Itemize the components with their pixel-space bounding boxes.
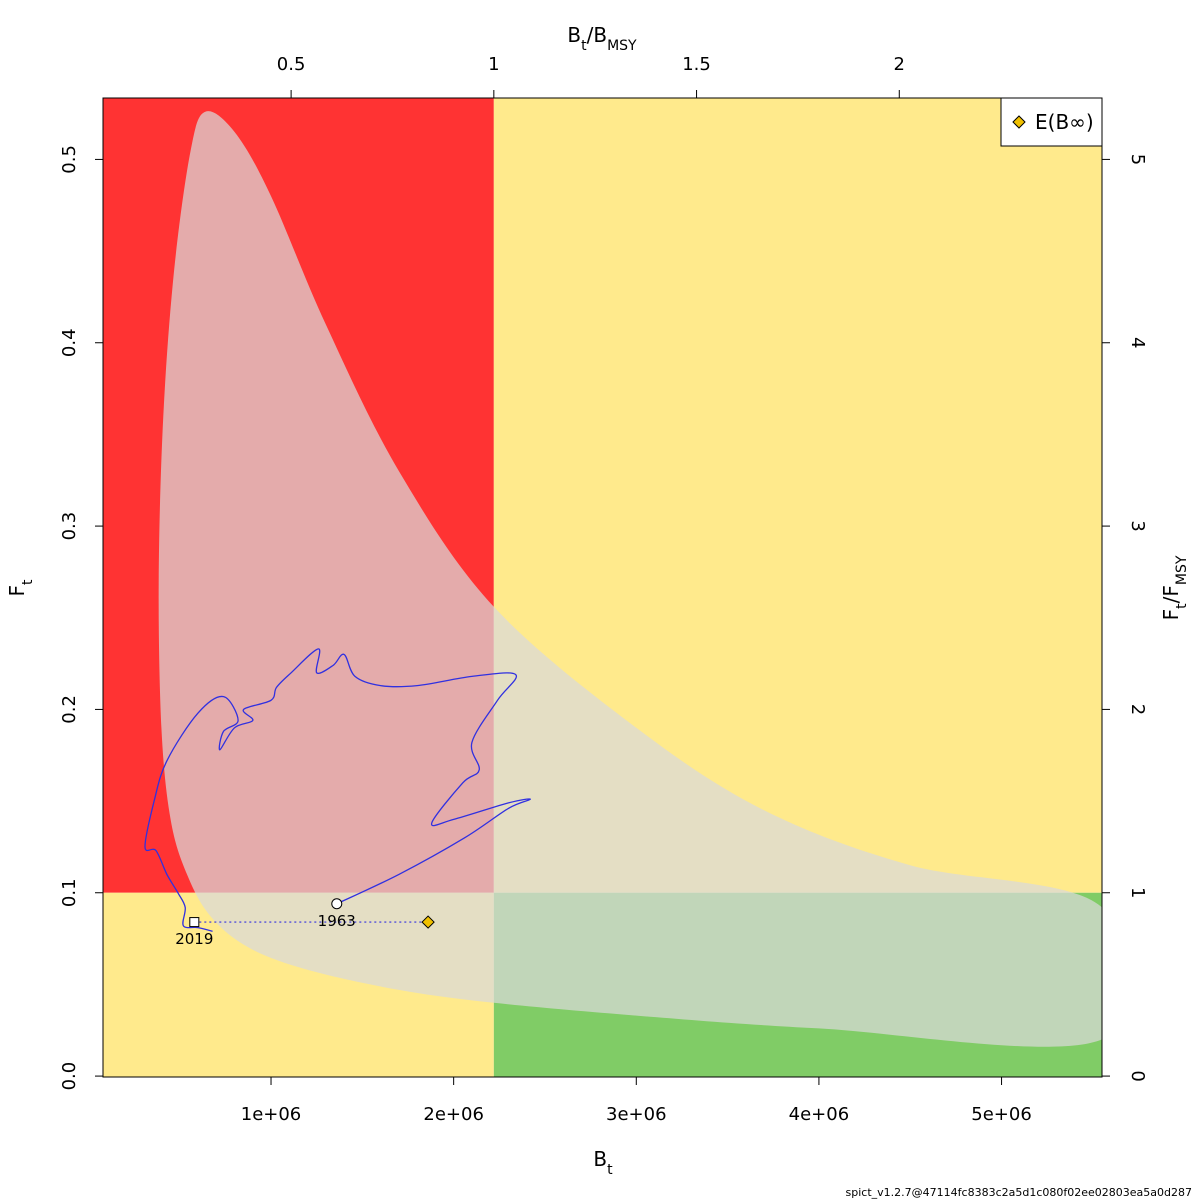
markers: 1963 2019 <box>175 898 435 948</box>
x-top-tick-label: 2 <box>894 54 905 75</box>
start-year-marker <box>331 898 343 910</box>
x-top-tick-label: 1 <box>488 54 499 75</box>
y-right-tick-label: 2 <box>1127 704 1148 715</box>
x-axis-top: 0.5 1 1.5 2 <box>277 54 905 98</box>
y-right-tick-label: 1 <box>1127 887 1148 898</box>
y-tick-label: 0.2 <box>59 695 80 724</box>
y-right-tick-label: 5 <box>1127 154 1148 165</box>
trajectory-layer <box>144 648 532 932</box>
y-right-axis-title: Ft/FMSY <box>1159 555 1190 620</box>
y-right-tick-label: 4 <box>1127 337 1148 348</box>
y-right-tick-label: 0 <box>1127 1070 1148 1081</box>
legend-label: E(B∞) <box>1035 110 1094 134</box>
start-year-label: 1963 <box>318 912 356 930</box>
version-footer: spict_v1.2.7@47114fc8383c2a5d1c080f02ee0… <box>846 1186 1192 1199</box>
end-year-label: 2019 <box>175 930 213 948</box>
x-tick-label: 4e+06 <box>789 1104 850 1125</box>
x-top-tick-label: 0.5 <box>277 54 306 75</box>
trajectory-line <box>144 648 532 932</box>
y-axis-left: 0.0 0.1 0.2 0.3 0.4 0.5 <box>59 145 103 1090</box>
y-tick-label: 0.1 <box>59 878 80 907</box>
y-tick-label: 0.3 <box>59 512 80 541</box>
y-tick-label: 0.4 <box>59 328 80 357</box>
x-axis-title: Bt <box>593 1147 613 1178</box>
legend: E(B∞) <box>1000 97 1103 147</box>
y-axis-title: Ft <box>5 579 36 597</box>
equilibrium-diamond-marker <box>421 915 435 929</box>
x-top-tick-label: 1.5 <box>682 54 711 75</box>
x-tick-label: 2e+06 <box>423 1104 484 1125</box>
y-axis-right: 0 1 2 3 4 5 <box>1102 154 1148 1082</box>
x-top-axis-title: Bt/BMSY <box>567 23 637 54</box>
y-tick-label: 0.5 <box>59 145 80 174</box>
y-tick-label: 0.0 <box>59 1062 80 1091</box>
legend-diamond-icon <box>1012 115 1026 129</box>
x-tick-label: 3e+06 <box>606 1104 667 1125</box>
x-tick-label: 5e+06 <box>971 1104 1032 1125</box>
confidence-region <box>158 111 1102 1047</box>
x-tick-label: 1e+06 <box>241 1104 302 1125</box>
end-year-marker <box>189 917 200 928</box>
kobe-zones <box>103 98 1102 1077</box>
y-right-tick-label: 3 <box>1127 520 1148 531</box>
x-axis-bottom: 1e+06 2e+06 3e+06 4e+06 5e+06 <box>241 1076 1032 1125</box>
